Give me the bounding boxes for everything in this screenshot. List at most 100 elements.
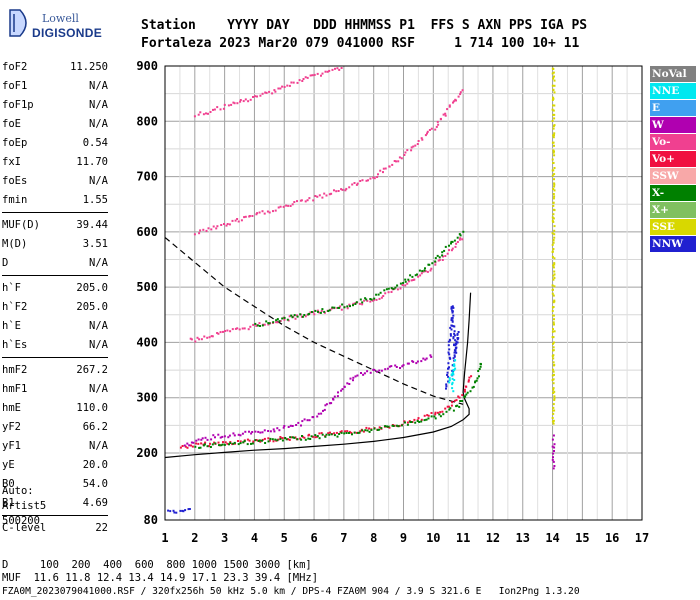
echo-point xyxy=(434,128,437,131)
echo-point xyxy=(445,385,448,388)
echo-point xyxy=(316,435,319,438)
echo-point xyxy=(390,291,393,293)
echo-point xyxy=(553,390,556,393)
echo-point xyxy=(250,432,253,435)
echo-point xyxy=(454,359,456,362)
echo-point xyxy=(552,149,555,152)
echo-point xyxy=(222,330,224,333)
echo-point xyxy=(457,337,460,340)
echo-point xyxy=(380,296,383,299)
echo-point xyxy=(480,363,482,366)
param-key: B0 xyxy=(2,478,15,490)
echo-point xyxy=(210,228,213,231)
echo-point xyxy=(402,282,405,284)
echo-point xyxy=(448,377,451,380)
echo-point xyxy=(552,217,555,220)
echo-point xyxy=(551,72,554,75)
echo-point xyxy=(430,415,433,418)
echo-point xyxy=(357,431,360,434)
echo-point xyxy=(294,317,297,320)
echo-point xyxy=(364,429,367,432)
echo-point xyxy=(424,134,427,137)
echo-point xyxy=(211,443,214,446)
echo-point xyxy=(316,309,319,312)
param-value: N/A xyxy=(89,257,108,269)
x-tick-label: 7 xyxy=(340,531,347,545)
echo-point xyxy=(453,399,456,402)
echo-point xyxy=(551,355,554,357)
echo-point xyxy=(382,295,385,297)
echo-point xyxy=(352,376,355,379)
echo-point xyxy=(461,394,464,397)
x-tick-label: 17 xyxy=(635,531,649,545)
echo-point xyxy=(283,86,286,88)
echo-point xyxy=(259,94,262,97)
echo-point xyxy=(303,436,306,439)
y-tick-label: 80 xyxy=(144,513,158,527)
echo-point xyxy=(287,426,290,428)
echo-point xyxy=(429,269,432,272)
echo-point xyxy=(173,511,176,514)
echo-point xyxy=(426,414,429,417)
echo-point xyxy=(410,149,413,152)
echo-point xyxy=(241,432,244,435)
echo-point xyxy=(420,137,423,140)
echo-point xyxy=(259,440,262,443)
echo-point xyxy=(339,431,342,433)
echo-point xyxy=(422,357,425,360)
echo-point xyxy=(448,408,451,411)
echo-point xyxy=(455,342,457,345)
echo-point xyxy=(552,125,555,128)
echo-point xyxy=(553,399,556,401)
echo-point xyxy=(340,308,343,311)
echo-point xyxy=(551,417,554,419)
echo-point xyxy=(455,242,458,245)
echo-point xyxy=(226,329,229,332)
echo-point xyxy=(393,160,396,162)
echo-point xyxy=(237,220,240,223)
echo-point xyxy=(217,441,220,444)
y-tick-label: 500 xyxy=(136,280,158,294)
echo-point xyxy=(450,242,452,245)
echo-point xyxy=(279,437,282,440)
echo-point xyxy=(459,400,462,402)
echo-point xyxy=(268,322,271,325)
echo-point xyxy=(553,150,555,153)
echo-point xyxy=(335,431,338,434)
echo-point xyxy=(439,118,442,121)
echo-point xyxy=(202,228,205,231)
echo-point xyxy=(360,372,362,374)
echo-point xyxy=(328,193,331,196)
echo-point xyxy=(249,98,252,101)
echo-point xyxy=(410,279,413,282)
echo-point xyxy=(224,330,227,332)
echo-point xyxy=(552,412,555,415)
echo-point xyxy=(198,232,201,235)
echo-point xyxy=(190,441,193,444)
echo-point xyxy=(395,424,398,427)
echo-point xyxy=(447,362,450,365)
echo-point xyxy=(552,134,555,137)
echo-point xyxy=(255,213,258,216)
echo-point xyxy=(369,177,372,180)
x-tick-label: 9 xyxy=(400,531,407,545)
param-value: 0.54 xyxy=(82,137,108,149)
echo-point xyxy=(365,298,368,301)
echo-point xyxy=(420,420,423,423)
echo-point xyxy=(553,465,556,467)
echo-point xyxy=(454,367,457,370)
echo-point xyxy=(259,325,261,327)
echo-point xyxy=(274,90,277,93)
echo-trace xyxy=(189,237,464,343)
echo-point xyxy=(314,195,317,197)
echo-point xyxy=(301,420,304,423)
echo-point xyxy=(445,387,447,390)
echo-point xyxy=(426,132,428,135)
echo-point xyxy=(553,113,556,116)
param-value: 11.250 xyxy=(70,61,108,73)
echo-point xyxy=(411,275,414,278)
param-row: foF1p N/A xyxy=(2,96,108,115)
echo-point xyxy=(422,270,425,273)
echo-point xyxy=(183,444,186,447)
echo-point xyxy=(551,99,554,101)
